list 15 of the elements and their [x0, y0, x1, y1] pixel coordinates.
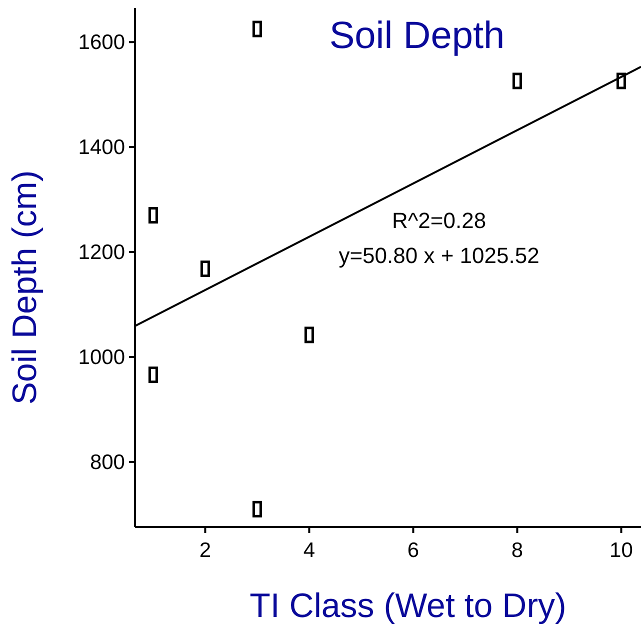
y-tick-label: 1600 — [78, 31, 125, 54]
y-tick-label: 1200 — [78, 241, 125, 264]
y-tick-label: 800 — [90, 450, 125, 474]
y-tick-label: 1400 — [78, 136, 125, 160]
chart-title: Soil Depth — [329, 15, 505, 57]
annotation: y=50.80 x + 1025.52 — [338, 243, 540, 268]
annotation: R^2=0.28 — [392, 208, 486, 233]
y-tick-label: 1000 — [78, 346, 125, 369]
x-tick-label: 8 — [511, 539, 524, 562]
x-tick-label: 4 — [303, 539, 316, 562]
y-axis-title: Soil Depth (cm) — [6, 170, 44, 405]
x-tick-label: 10 — [610, 539, 633, 562]
x-tick-label: 2 — [199, 539, 212, 562]
x-axis-title: TI Class (Wet to Dry) — [250, 587, 566, 625]
x-tick-label: 6 — [407, 539, 420, 562]
